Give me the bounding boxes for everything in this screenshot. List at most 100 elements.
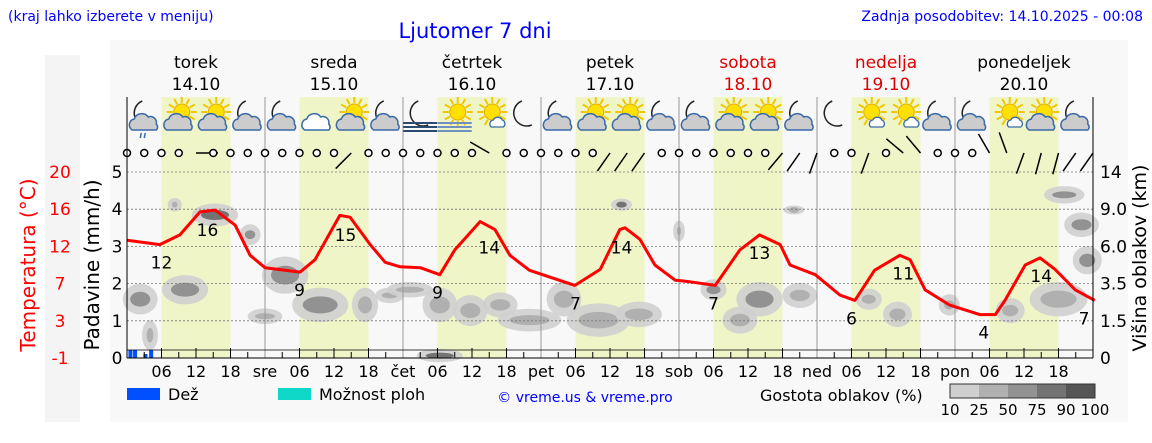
wind-barb bbox=[808, 152, 818, 174]
temp-tick: -1 bbox=[52, 349, 69, 369]
last-updated: Zadnja posodobitev: 14.10.2025 - 00:08 bbox=[861, 9, 1143, 25]
moon-cloud-icon bbox=[1060, 100, 1090, 131]
temp-tick: 7 bbox=[55, 275, 66, 295]
day-date: 16.10 bbox=[448, 75, 497, 95]
day-date: 19.10 bbox=[862, 75, 911, 95]
density-scale-label: 10 bbox=[940, 401, 959, 419]
hour-tick-label: 12 bbox=[462, 362, 482, 381]
density-swatch bbox=[1037, 384, 1066, 398]
cloud-core bbox=[1002, 304, 1019, 317]
hour-tick-label: 12 bbox=[876, 362, 896, 381]
cloud-height-tick: 6.0 bbox=[1100, 237, 1127, 257]
precip-axis-label: Padavine (mm/h) bbox=[80, 179, 104, 350]
moon-cloud-icon bbox=[370, 100, 400, 131]
wind-calm-circle bbox=[364, 148, 373, 158]
cloud-core bbox=[358, 296, 373, 314]
day-name: nedelja bbox=[855, 53, 917, 73]
wind-calm-circle bbox=[554, 148, 563, 158]
day-date: 14.10 bbox=[172, 75, 221, 95]
wind-barb bbox=[1079, 152, 1094, 172]
temperature-label: 13 bbox=[749, 244, 771, 264]
wind-calm-circle bbox=[881, 148, 891, 158]
day-name: torek bbox=[174, 53, 218, 73]
wind-barb bbox=[469, 141, 490, 154]
moon-icon bbox=[823, 100, 843, 127]
temp-tick: 16 bbox=[49, 200, 71, 220]
day-name: sreda bbox=[310, 53, 357, 73]
wind-calm-circle bbox=[726, 148, 735, 158]
day-short-label: sob bbox=[665, 362, 693, 381]
wind-barb bbox=[998, 132, 1008, 154]
day-name: sobota bbox=[719, 53, 777, 73]
wind-calm-circle bbox=[830, 148, 839, 158]
page-title: Ljutomer 7 dni bbox=[398, 19, 551, 43]
wind-calm-circle bbox=[260, 148, 270, 158]
cloud-core bbox=[789, 289, 810, 302]
cloud-core bbox=[788, 207, 800, 213]
wind-calm-circle bbox=[674, 148, 684, 158]
day-date: 17.10 bbox=[586, 75, 635, 95]
rain-bar bbox=[133, 350, 138, 358]
cloud-height-tick: 0 bbox=[1100, 349, 1111, 369]
wind-calm-circle bbox=[933, 148, 942, 158]
hour-tick-label: 12 bbox=[324, 362, 344, 381]
hour-tick-label: 12 bbox=[1014, 362, 1034, 381]
wind-calm-circle bbox=[226, 148, 235, 158]
cloud-core bbox=[302, 296, 338, 314]
temperature-label: 12 bbox=[151, 254, 173, 274]
cloud-core bbox=[171, 201, 178, 208]
wind-barb bbox=[614, 152, 628, 172]
cloud-core bbox=[889, 308, 906, 321]
day-name: petek bbox=[586, 53, 634, 73]
wind-barb bbox=[860, 152, 870, 174]
sun-cloud-icon bbox=[577, 97, 611, 131]
cloud-core bbox=[578, 311, 619, 329]
temperature-label: 9 bbox=[432, 284, 443, 304]
wind-calm-circle bbox=[381, 148, 390, 158]
temperature-label: 11 bbox=[892, 264, 914, 284]
sun-cloud-icon bbox=[749, 97, 784, 131]
hour-tick-label: 06 bbox=[979, 362, 999, 381]
density-swatch bbox=[1008, 384, 1037, 398]
wind-calm-circle bbox=[467, 148, 477, 158]
legend-rain-swatch bbox=[127, 388, 160, 400]
cloud-core bbox=[1079, 253, 1096, 267]
wind-calm-circle bbox=[571, 148, 580, 158]
day-short-label: pet bbox=[528, 362, 554, 381]
wind-calm-circle bbox=[657, 148, 666, 158]
day-date: 20.10 bbox=[1000, 75, 1049, 95]
hour-tick-label: 18 bbox=[358, 362, 378, 381]
wind-calm-circle bbox=[157, 148, 166, 158]
hour-tick-label: 06 bbox=[289, 362, 309, 381]
moon-cloud-icon bbox=[784, 100, 814, 131]
cloud-core bbox=[425, 352, 454, 359]
hour-tick-label: 18 bbox=[1048, 362, 1068, 381]
day-short-label: sre bbox=[253, 362, 277, 381]
cloud-core bbox=[1052, 191, 1077, 199]
wind-calm-circle bbox=[536, 148, 546, 158]
moon-cloud-icon bbox=[956, 100, 987, 131]
wind-calm-circle bbox=[174, 148, 183, 158]
temp-tick: 3 bbox=[55, 312, 66, 332]
copyright-link[interactable]: © vreme.us & vreme.pro bbox=[497, 390, 672, 406]
sun-fog-icon bbox=[437, 97, 473, 132]
temp-tick: 20 bbox=[49, 163, 71, 183]
wind-calm-circle bbox=[433, 148, 442, 158]
wind-calm-circle bbox=[968, 148, 977, 158]
wind-calm-circle bbox=[761, 148, 770, 158]
density-scale-border bbox=[949, 383, 1096, 399]
hour-tick-label: 18 bbox=[496, 362, 516, 381]
moon-cloud-rain-icon bbox=[128, 100, 159, 139]
temperature-label: 7 bbox=[708, 294, 719, 314]
day-short-label: pon bbox=[940, 362, 970, 381]
sun-cloud-icon bbox=[163, 97, 197, 131]
hour-tick-label: 18 bbox=[910, 362, 930, 381]
precip-tick: 2 bbox=[112, 275, 123, 295]
wind-barb bbox=[335, 152, 352, 170]
wind-barb bbox=[1034, 152, 1042, 175]
cloud-icon bbox=[301, 113, 331, 131]
location-hint[interactable]: (kraj lahko izberete v meniju) bbox=[8, 9, 214, 25]
wind-calm-circle bbox=[709, 148, 718, 158]
daylight-band bbox=[161, 97, 231, 358]
